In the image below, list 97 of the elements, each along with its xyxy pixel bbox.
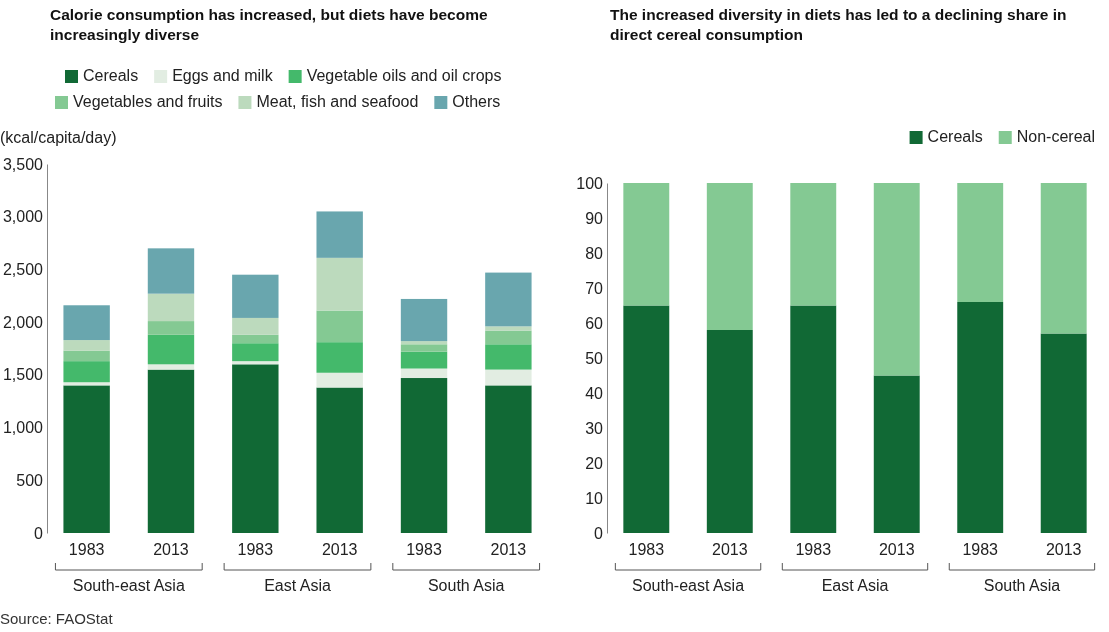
x-tick-label: 1983	[406, 541, 442, 558]
bar	[400, 344, 448, 352]
bar	[232, 343, 279, 362]
bar	[232, 361, 279, 365]
bar	[147, 364, 195, 370]
x-tick-label: 2013	[711, 541, 748, 558]
bar	[316, 387, 363, 533]
bar	[706, 183, 753, 330]
y-tick-label: 10	[585, 489, 604, 507]
x-tick-label: 1983	[962, 541, 999, 558]
y-tick-label: 2,000	[2, 313, 44, 331]
legend-label: Eggs and milk	[172, 67, 274, 84]
bar	[63, 305, 110, 341]
bar	[400, 368, 448, 379]
text: South Asia	[983, 577, 1061, 594]
legend-label: Cereals	[83, 67, 139, 84]
bar	[63, 385, 110, 533]
x-tick-label: 2013	[1045, 541, 1082, 558]
x-tick-label: 2013	[153, 541, 189, 558]
legend-label: Vegetable oils and oil crops	[306, 67, 502, 84]
chart-title: Calorie consumption has increased, but diets have become increasingly diverse	[50, 6, 488, 43]
bar	[147, 369, 195, 533]
y-tick-label: 40	[585, 384, 604, 402]
chart-title: The increased diversity in diets has led to a declining share in direct cereal consumption	[610, 6, 1067, 43]
bar	[400, 298, 448, 342]
y-tick-label: 80	[585, 244, 604, 262]
y-tick-label: 60	[585, 314, 604, 332]
legend-label: Vegetables and fruits	[73, 93, 223, 110]
bar	[1040, 183, 1087, 334]
text: East Asia	[821, 577, 889, 594]
bar	[957, 183, 1004, 302]
bar	[790, 183, 837, 306]
y-tick-label: 1,000	[2, 419, 44, 437]
y-tick-label: 50	[585, 349, 604, 367]
bar	[232, 317, 279, 335]
bar	[63, 340, 110, 351]
bar	[232, 334, 279, 344]
bar	[485, 272, 532, 327]
bar	[147, 334, 195, 365]
x-tick-label: 2013	[878, 541, 915, 558]
bar	[63, 361, 110, 383]
bar	[873, 375, 920, 533]
x-tick-label: 1983	[795, 541, 832, 558]
y-tick-label: 3,000	[2, 208, 44, 226]
bar	[232, 274, 279, 318]
y-tick-label: 3,500	[2, 155, 44, 173]
bar	[485, 385, 532, 533]
bar	[1040, 333, 1087, 533]
bar	[485, 344, 532, 370]
y-tick-label: 0	[594, 524, 604, 542]
y-tick-label: 1,500	[2, 366, 44, 384]
text: East Asia	[264, 577, 331, 594]
x-tick-label: 2013	[321, 541, 358, 558]
legend-label: Meat, fish and seafood	[256, 93, 419, 110]
x-tick-label: 2013	[490, 541, 527, 558]
bar	[316, 257, 363, 311]
bar	[400, 351, 448, 369]
y-tick-label: 0	[34, 524, 44, 542]
bar	[873, 183, 920, 376]
bar	[623, 183, 670, 306]
y-tick-label: 500	[16, 471, 44, 489]
bar	[957, 302, 1004, 533]
text: South-east Asia	[632, 577, 745, 594]
legend-label: Others	[452, 93, 501, 110]
bar	[316, 342, 363, 373]
bar	[63, 350, 110, 362]
bar	[790, 305, 837, 533]
bar	[147, 248, 195, 294]
bar	[400, 378, 448, 533]
bar	[706, 330, 753, 533]
x-tick-label: 1983	[68, 541, 105, 558]
y-axis-title: (kcal/capita/day)	[0, 129, 117, 146]
y-tick-label: 20	[585, 454, 604, 472]
text: South-east Asia	[72, 577, 185, 594]
bar	[147, 293, 195, 322]
bar	[63, 382, 110, 386]
bar	[232, 364, 279, 533]
bar	[316, 310, 363, 343]
bar	[316, 372, 363, 388]
y-tick-label: 70	[585, 279, 604, 297]
bar	[485, 330, 532, 345]
source-note: Source: FAOStat	[0, 610, 114, 627]
legend-label: Non-cereal	[1016, 128, 1095, 145]
bar	[485, 326, 532, 331]
bar	[485, 369, 532, 386]
x-tick-label: 1983	[237, 541, 274, 558]
bar	[147, 321, 195, 335]
bar	[400, 341, 448, 345]
text: South Asia	[427, 577, 505, 594]
y-tick-label: 2,500	[2, 261, 44, 279]
x-tick-label: 1983	[628, 541, 665, 558]
legend-label: Cereals	[927, 128, 983, 145]
y-tick-label: 100	[576, 174, 604, 192]
y-tick-label: 30	[585, 419, 604, 437]
bar	[623, 305, 670, 533]
bar	[316, 211, 363, 258]
y-tick-label: 90	[585, 209, 604, 227]
